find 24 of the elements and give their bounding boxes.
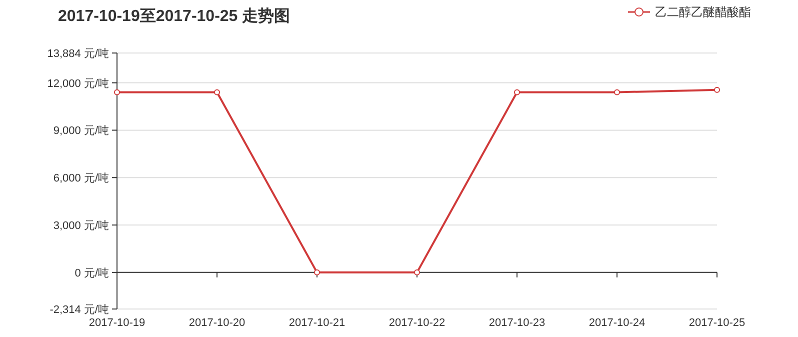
y-tick-label: 12,000 元/吨 xyxy=(47,76,109,90)
y-tick-label: 9,000 元/吨 xyxy=(53,124,109,138)
y-tick-label: 3,000 元/吨 xyxy=(53,219,109,232)
point xyxy=(714,86,720,93)
point xyxy=(414,269,420,276)
point xyxy=(314,269,320,276)
x-tick-label: 2017-10-22 xyxy=(388,317,446,329)
x-tick-label: 2017-10-19 xyxy=(88,317,146,329)
point xyxy=(514,89,520,96)
point xyxy=(114,89,120,96)
point xyxy=(614,89,620,96)
point xyxy=(214,89,220,96)
y-tick-label: 6,000 元/吨 xyxy=(53,172,109,185)
legend: 乙二醇乙醚醋酸酯 xyxy=(628,5,751,19)
x-tick-label: 2017-10-25 xyxy=(688,317,746,329)
y-tick-label: -2,314 元/吨 xyxy=(50,303,109,316)
x-tick-label: 2017-10-23 xyxy=(488,317,546,329)
x-tick-label: 2017-10-24 xyxy=(588,317,646,329)
x-tick-label: 2017-10-20 xyxy=(188,317,246,329)
x-tick-label: 2017-10-21 xyxy=(288,317,346,329)
y-tick-label: 0 元/吨 xyxy=(74,266,109,280)
chart-title: 2017-10-19至2017-10-25 走势图 xyxy=(58,7,290,25)
y-tick-label: 13,884 元/吨 xyxy=(47,47,109,60)
legend-label: 乙二醇乙醚醋酸酯 xyxy=(655,5,751,19)
